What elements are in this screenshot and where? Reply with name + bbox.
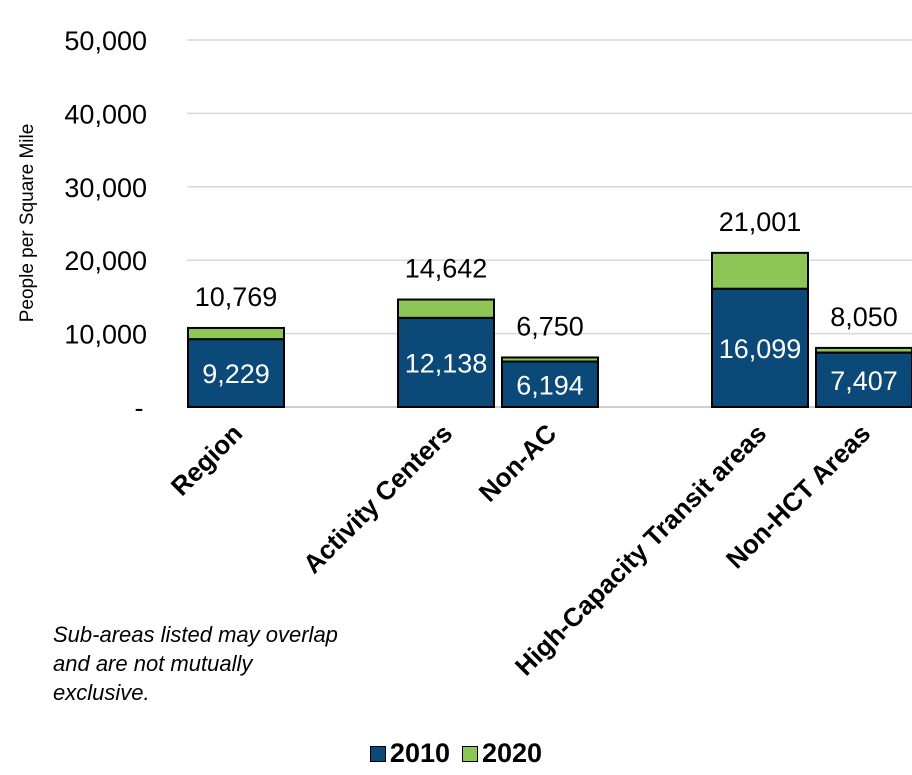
bar-label-2010: 6,194 (516, 370, 584, 400)
footnote: Sub-areas listed may overlap and are not… (53, 622, 338, 705)
bar-total-label: 10,769 (195, 282, 278, 312)
bar-total-label: 21,001 (719, 207, 802, 237)
y-tick-label: 50,000 (64, 26, 147, 56)
bar-2010 (501, 360, 599, 408)
bar-2020 (187, 326, 285, 341)
bar-label-2010: 9,229 (202, 359, 270, 389)
legend-label-2020: 2020 (482, 738, 543, 768)
bar-2020 (711, 251, 809, 290)
legend-item-2020: 2020 (462, 738, 542, 769)
bar-label-2010: 7,407 (830, 366, 898, 396)
y-tick-label: 20,000 (64, 246, 147, 276)
bar-total-label: 8,050 (830, 302, 898, 332)
y-tick-label: - (135, 393, 144, 423)
bar-2010 (815, 351, 912, 409)
legend-item-2010: 2010 (369, 738, 450, 769)
legend: 2010 2020 (0, 738, 912, 769)
bar-label-2010: 16,099 (719, 334, 802, 364)
y-tick-label: 40,000 (64, 99, 147, 129)
bar-label-2010: 12,138 (405, 348, 488, 378)
x-category-label: Activity Centers (297, 418, 458, 579)
y-tick-label: 30,000 (64, 173, 147, 203)
y-axis-title: People per Square Mile (17, 124, 38, 323)
bar-2010 (711, 287, 809, 408)
x-category-label: Region (165, 418, 249, 502)
legend-label-2010: 2010 (389, 738, 450, 768)
bar-2020 (397, 298, 495, 319)
bar-2010 (187, 338, 285, 408)
bar-total-label: 14,642 (405, 254, 488, 284)
y-tick-label: 10,000 (64, 320, 147, 350)
bar-total-label: 6,750 (516, 311, 584, 341)
legend-swatch-2020 (462, 745, 478, 762)
x-category-label: Non-AC (473, 418, 563, 508)
bar-2010 (397, 316, 495, 408)
legend-swatch-2010 (369, 745, 386, 762)
